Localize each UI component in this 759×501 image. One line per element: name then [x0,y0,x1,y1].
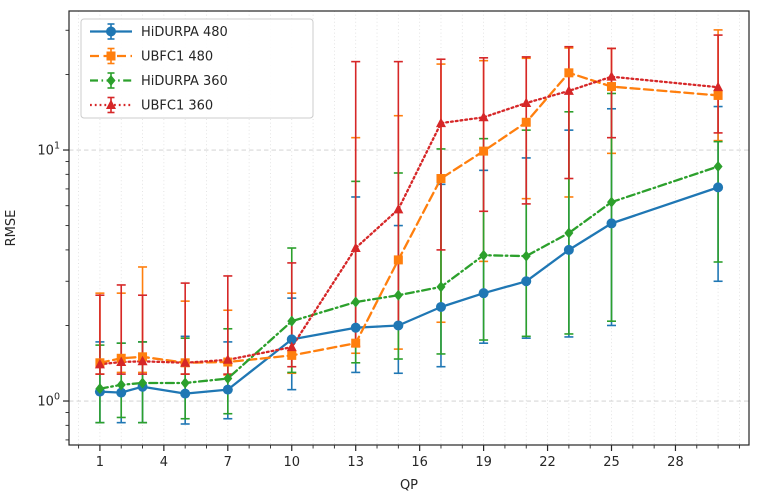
marker-circle [563,244,574,255]
marker-square [607,82,617,92]
legend-entry-ubfc1-480: UBFC1 480 [90,47,213,65]
marker-circle [713,182,724,193]
x-tick-label: 13 [347,455,364,470]
x-tick-label: 16 [411,455,428,470]
marker-triangle [563,85,574,95]
marker-triangle [478,111,489,122]
y-tick-label: 101 [37,141,60,159]
marker-triangle [606,71,617,81]
marker-circle [286,334,297,345]
marker-triangle [137,355,148,366]
marker-triangle [393,203,404,214]
x-tick-label: 10 [283,455,300,470]
marker-triangle [435,117,446,128]
series-line-hidurpa-360 [98,165,720,390]
y-axis-label: RMSE [4,210,19,247]
marker-triangle [116,356,127,367]
marker-triangle [222,354,233,364]
legend-label: UBFC1 360 [141,99,213,114]
marker-diamond [351,296,361,308]
marker-square [106,51,116,61]
series-line-hidurpa-480 [98,186,720,395]
legend-entry-hidurpa-360: HiDURPA 360 [90,72,228,89]
marker-diamond [287,315,297,327]
marker-triangle [180,357,191,367]
marker-square [351,338,361,348]
marker-circle [478,288,489,299]
marker-triangle [713,81,724,92]
marker-square [479,146,489,156]
series-line-ubfc1-360 [98,75,720,366]
marker-triangle [521,97,532,107]
marker-diamond [95,383,105,395]
marker-diamond [479,249,489,261]
marker-diamond [713,160,723,172]
marker-circle [606,218,617,229]
marker-diamond [393,289,403,301]
x-axis-label: QP [400,478,418,493]
marker-circle [521,276,532,287]
legend-entry-hidurpa-480: HiDURPA 480 [90,23,228,40]
plot-spines [68,10,750,446]
marker-diamond [607,196,617,208]
marker-square [521,117,531,127]
x-tick-label: 22 [539,455,556,470]
markers-hidurpa-360 [95,160,723,395]
marker-triangle [350,242,361,253]
marker-diamond [223,372,233,384]
errorbars-hidurpa-360 [95,92,723,424]
x-tick-label: 28 [667,455,684,470]
marker-diamond [436,281,446,293]
marker-diamond [116,379,126,391]
y-tick-label: 100 [37,392,60,410]
axes-layer [68,10,750,446]
marker-diamond [106,75,116,86]
marker-diamond [564,227,574,239]
legend-label: UBFC1 480 [141,50,213,65]
legend-entry-ubfc1-360: UBFC1 360 [90,96,213,114]
marker-triangle [286,341,297,352]
legend-label: HiDURPA 480 [141,25,228,40]
marker-diamond [138,377,148,389]
marker-circle [393,320,404,331]
marker-square [393,255,403,265]
marker-circle [116,387,127,398]
marker-circle [350,322,361,333]
marker-triangle [94,358,105,369]
errorbars-hidurpa-480 [95,105,723,425]
markers-ubfc1-360 [94,71,724,369]
x-tick-label: 4 [160,455,168,470]
marker-square [287,350,297,360]
tick-layer: 1 4 7 10 13 16 19 22 25 28 100 101 [37,29,740,470]
series-marker-layer [94,68,724,399]
marker-circle [106,26,116,37]
marker-square [564,68,574,78]
marker-triangle [106,99,116,109]
x-tick-label: 19 [475,455,492,470]
x-tick-label: 25 [603,455,620,470]
series-line-layer [98,71,720,395]
x-tick-label: 7 [224,455,232,470]
marker-circle [222,384,233,395]
x-tick-label: 1 [96,455,104,470]
marker-circle [435,301,446,312]
series-line-ubfc1-480 [98,71,720,364]
legend-label: HiDURPA 360 [141,74,228,89]
legend: HiDURPA 480 UBFC1 480 HiDURPA 360 UBFC1 360 [80,18,314,119]
markers-hidurpa-480 [94,182,724,399]
marker-diamond [521,250,531,262]
marker-square [713,90,723,100]
marker-diamond [180,377,190,389]
marker-square [436,174,446,184]
legend-box [80,18,314,119]
marker-circle [180,388,191,399]
